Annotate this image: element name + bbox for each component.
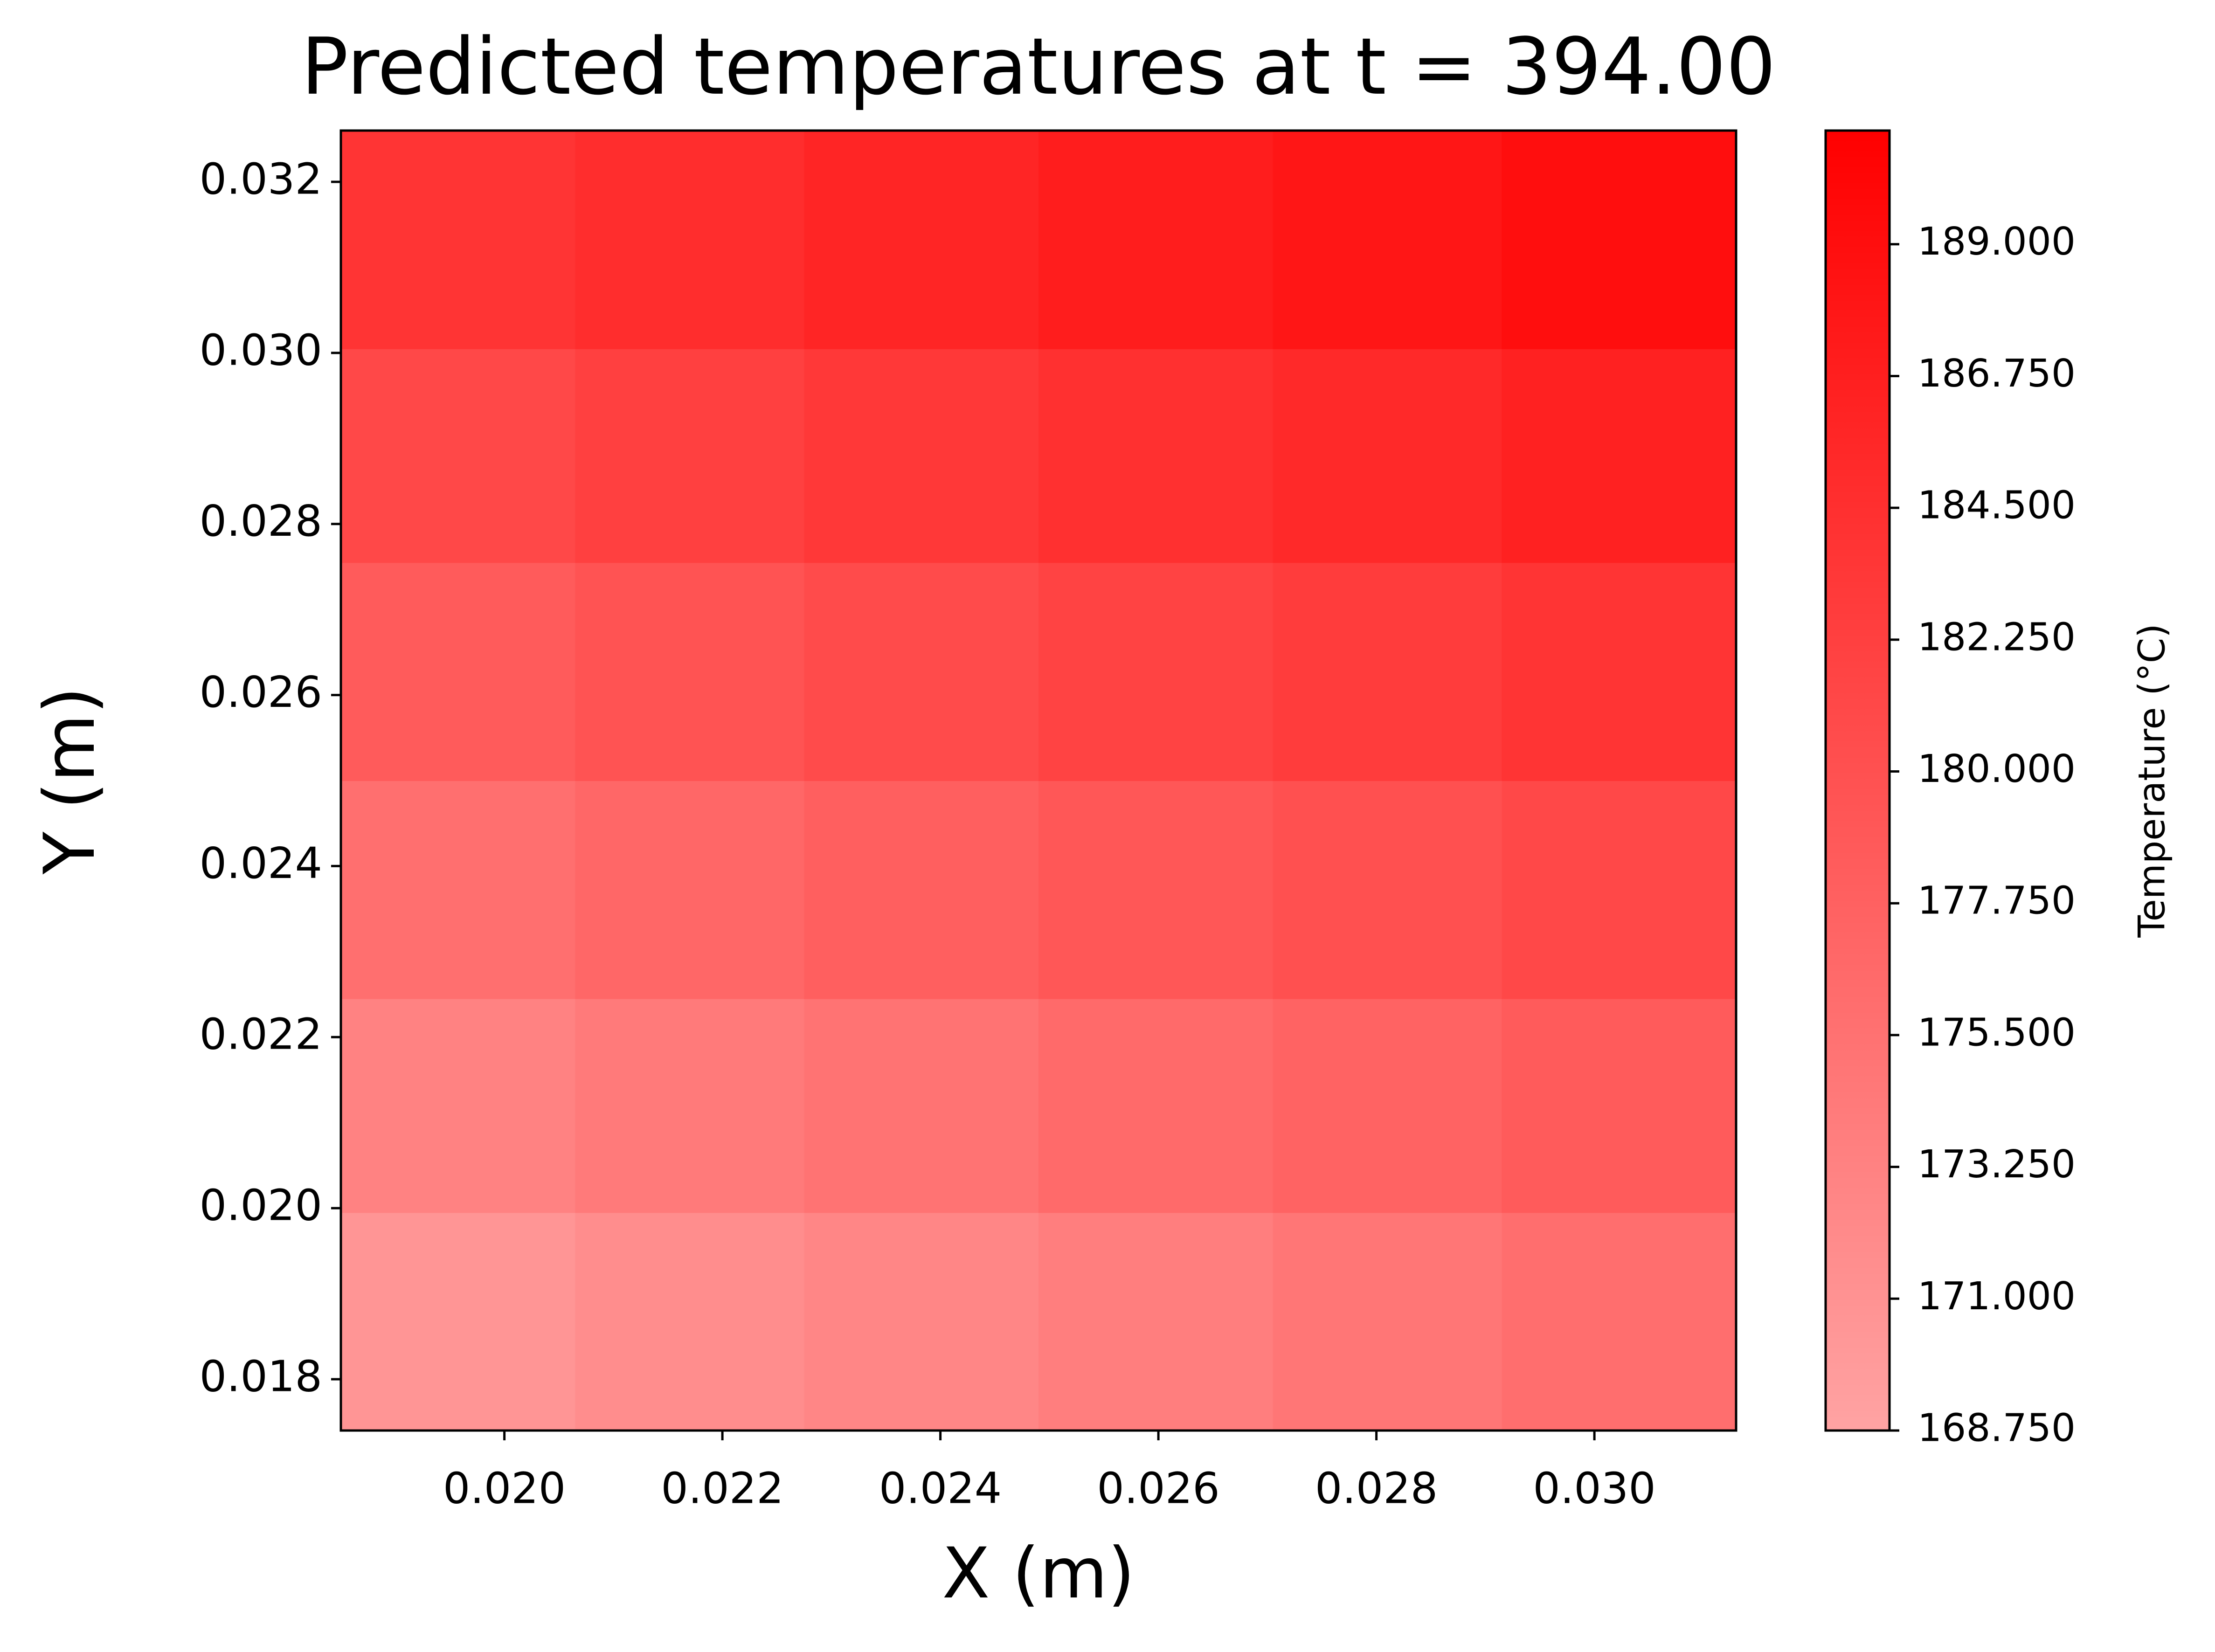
heatmap-cell bbox=[804, 1212, 1039, 1431]
heatmap-cell bbox=[1038, 781, 1274, 999]
heatmap-cell bbox=[1038, 562, 1274, 781]
heatmap-cell bbox=[1502, 562, 1736, 781]
heatmap-cell bbox=[1502, 131, 1736, 349]
heatmap-cell bbox=[1273, 348, 1502, 563]
heatmap-cell bbox=[1273, 781, 1502, 999]
colorbar-tick-label: 189.000 bbox=[1917, 220, 2076, 264]
colorbar-tick-label: 180.000 bbox=[1917, 747, 2076, 791]
colorbar-tick-label: 186.750 bbox=[1917, 352, 2076, 396]
heatmap-cell bbox=[1273, 1212, 1502, 1431]
y-axis-label: Y (m) bbox=[29, 687, 111, 875]
y-tick-label: 0.030 bbox=[200, 325, 322, 375]
heatmap-cell bbox=[804, 562, 1039, 781]
heatmap-cell bbox=[1038, 348, 1274, 563]
heatmap-cell bbox=[804, 348, 1039, 563]
colorbar bbox=[1826, 131, 1890, 1431]
y-tick-label: 0.020 bbox=[200, 1180, 322, 1230]
heatmap-cell bbox=[575, 348, 805, 563]
x-tick-label: 0.022 bbox=[661, 1463, 783, 1513]
x-tick-label: 0.024 bbox=[879, 1463, 1002, 1513]
colorbar-frame bbox=[1824, 129, 1891, 1432]
heatmap-cell bbox=[575, 562, 805, 781]
y-tick-label: 0.022 bbox=[200, 1009, 322, 1059]
heatmap-cell bbox=[341, 348, 576, 563]
heatmap-cells bbox=[341, 131, 1736, 1431]
heatmap-cell bbox=[1273, 562, 1502, 781]
heatmap-cell bbox=[341, 131, 576, 349]
x-tick-label: 0.026 bbox=[1097, 1463, 1219, 1513]
y-tick-label: 0.024 bbox=[200, 838, 322, 888]
y-tick-label: 0.028 bbox=[200, 496, 322, 546]
heatmap-cell bbox=[1502, 348, 1736, 563]
heatmap-cell bbox=[341, 998, 576, 1213]
heatmap-cell bbox=[1038, 131, 1274, 349]
heatmap-cell bbox=[575, 131, 805, 349]
heatmap-cell bbox=[341, 781, 576, 999]
colorbar-tick-label: 184.500 bbox=[1917, 484, 2076, 528]
chart-title: Predicted temperatures at t = 394.00 bbox=[301, 21, 1776, 112]
heatmap-cell bbox=[1502, 1212, 1736, 1431]
y-tick-label: 0.032 bbox=[200, 154, 322, 204]
colorbar-tick-label: 173.250 bbox=[1917, 1142, 2076, 1187]
colorbar-tick-label: 182.250 bbox=[1917, 615, 2076, 659]
heatmap-cell bbox=[341, 562, 576, 781]
heatmap-cell bbox=[1038, 998, 1274, 1213]
y-tick-label: 0.026 bbox=[200, 667, 322, 717]
heatmap-cell bbox=[575, 998, 805, 1213]
x-tick-label: 0.020 bbox=[443, 1463, 566, 1513]
y-tick-label: 0.018 bbox=[200, 1351, 322, 1401]
heatmap-cell bbox=[804, 131, 1039, 349]
heatmap-cell bbox=[804, 998, 1039, 1213]
heatmap-cell bbox=[1273, 131, 1502, 349]
plot-frame bbox=[339, 129, 1737, 1432]
x-tick-label: 0.030 bbox=[1533, 1463, 1655, 1513]
heatmap-cell bbox=[1273, 998, 1502, 1213]
heatmap-cell bbox=[575, 1212, 805, 1431]
colorbar-tick-label: 168.750 bbox=[1917, 1406, 2076, 1450]
colorbar-tick-label: 175.500 bbox=[1917, 1010, 2076, 1055]
heatmap-cell bbox=[1038, 1212, 1274, 1431]
x-axis-label: X (m) bbox=[942, 1533, 1135, 1614]
colorbar-tick-label: 171.000 bbox=[1917, 1274, 2076, 1319]
colorbar-label: Temperature (°C) bbox=[2131, 623, 2173, 938]
x-tick-label: 0.028 bbox=[1315, 1463, 1438, 1513]
heatmap-cell bbox=[804, 781, 1039, 999]
heatmap-cell bbox=[575, 781, 805, 999]
colorbar-tick-label: 177.750 bbox=[1917, 879, 2076, 923]
heatmap-cell bbox=[1502, 998, 1736, 1213]
heatmap-cell bbox=[341, 1212, 576, 1431]
heatmap-cell bbox=[1502, 781, 1736, 999]
